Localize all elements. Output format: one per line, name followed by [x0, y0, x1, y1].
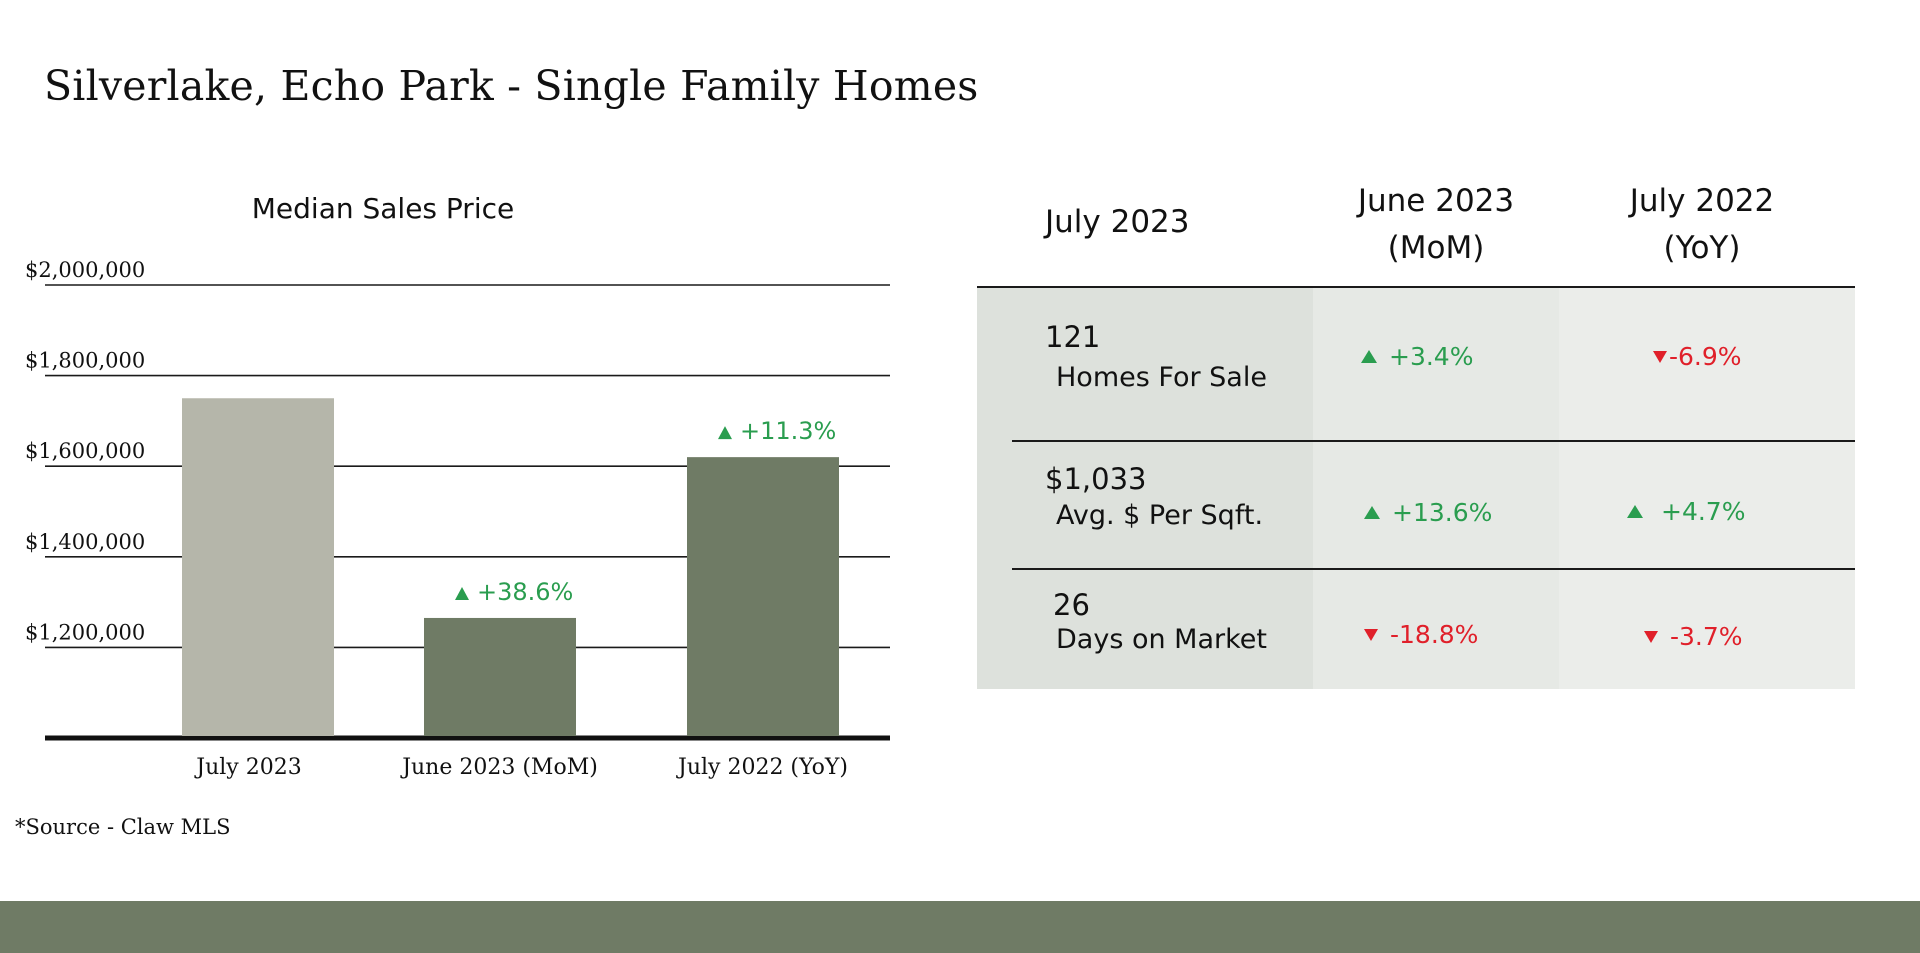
header-mom-line2: (MoM) — [1387, 230, 1485, 266]
bar-2 — [424, 617, 576, 736]
x-tick-label: July 2023 — [194, 755, 301, 780]
y-tick-label: $2,000,000 — [25, 258, 145, 282]
median-sales-price-chart: Median Sales Price $1,200,000 $1,400,000 $… — [25, 192, 890, 780]
homes-for-sale-yoy-change: -6.9% — [1653, 342, 1742, 371]
y-tick-label: $1,800,000 — [25, 349, 145, 373]
homes-for-sale-value: 121 — [1045, 320, 1101, 354]
bar-3 — [687, 457, 839, 736]
change-text: +13.6% — [1392, 498, 1493, 527]
up-arrow-icon — [1627, 505, 1643, 518]
header-mom: June 2023 (MoM) — [1313, 178, 1559, 272]
header-divider — [977, 286, 1855, 288]
bar-1 — [182, 398, 334, 736]
price-per-sqft-mom-change: +13.6% — [1364, 498, 1492, 527]
source-note: *Source - Claw MLS — [15, 815, 231, 839]
down-arrow-icon — [1644, 630, 1658, 643]
bar-change-label: +11.3% — [740, 417, 836, 445]
change-text: +3.4% — [1389, 342, 1474, 371]
stats-table: July 2023 June 2023 (MoM) July 2022 (YoY… — [977, 160, 1855, 690]
header-yoy: July 2022 (YoY) — [1559, 178, 1845, 272]
header-yoy-line1: July 2022 — [1629, 183, 1775, 219]
up-arrow-icon — [1361, 350, 1377, 363]
homes-for-sale-mom-change: +3.4% — [1361, 342, 1473, 371]
change-text: -3.7% — [1670, 622, 1743, 651]
y-tick-label: $1,200,000 — [25, 620, 145, 644]
days-on-market-value: 26 — [1053, 588, 1090, 622]
price-per-sqft-value: $1,033 — [1045, 462, 1147, 496]
row-divider — [1012, 440, 1855, 442]
days-on-market-label: Days on Market — [1056, 624, 1267, 655]
bar-change-label: +38.6% — [477, 578, 573, 606]
x-tick-label: June 2023 (MoM) — [400, 755, 598, 780]
header-yoy-line2: (YoY) — [1663, 230, 1741, 266]
days-on-market-yoy-change: -3.7% — [1644, 622, 1743, 651]
up-arrow-icon — [1364, 506, 1380, 519]
header-mom-line1: June 2023 — [1357, 183, 1515, 219]
days-on-market-mom-change: -18.8% — [1364, 620, 1478, 649]
footer-band — [0, 901, 1920, 953]
up-arrow-icon — [455, 586, 469, 600]
y-tick-label: $1,600,000 — [25, 439, 145, 463]
homes-for-sale-label: Homes For Sale — [1056, 362, 1267, 393]
row-divider — [1012, 568, 1855, 570]
change-text: +4.7% — [1661, 497, 1746, 526]
yoy-column-background — [1559, 288, 1855, 689]
page-title: Silverlake, Echo Park - Single Family Ho… — [44, 62, 979, 110]
change-text: -6.9% — [1669, 342, 1742, 371]
y-tick-label: $1,400,000 — [25, 530, 145, 554]
chart-title: Median Sales Price — [252, 192, 514, 225]
change-text: -18.8% — [1390, 620, 1479, 649]
down-arrow-icon — [1364, 628, 1378, 641]
mom-column-background — [1313, 288, 1559, 689]
down-arrow-icon — [1653, 350, 1667, 363]
price-per-sqft-label: Avg. $ Per Sqft. — [1056, 500, 1264, 531]
up-arrow-icon — [718, 426, 732, 440]
price-per-sqft-yoy-change: +4.7% — [1627, 497, 1745, 526]
header-current: July 2023 — [1045, 204, 1190, 240]
current-column-background — [977, 288, 1313, 689]
x-tick-label: July 2022 (YoY) — [676, 755, 848, 780]
